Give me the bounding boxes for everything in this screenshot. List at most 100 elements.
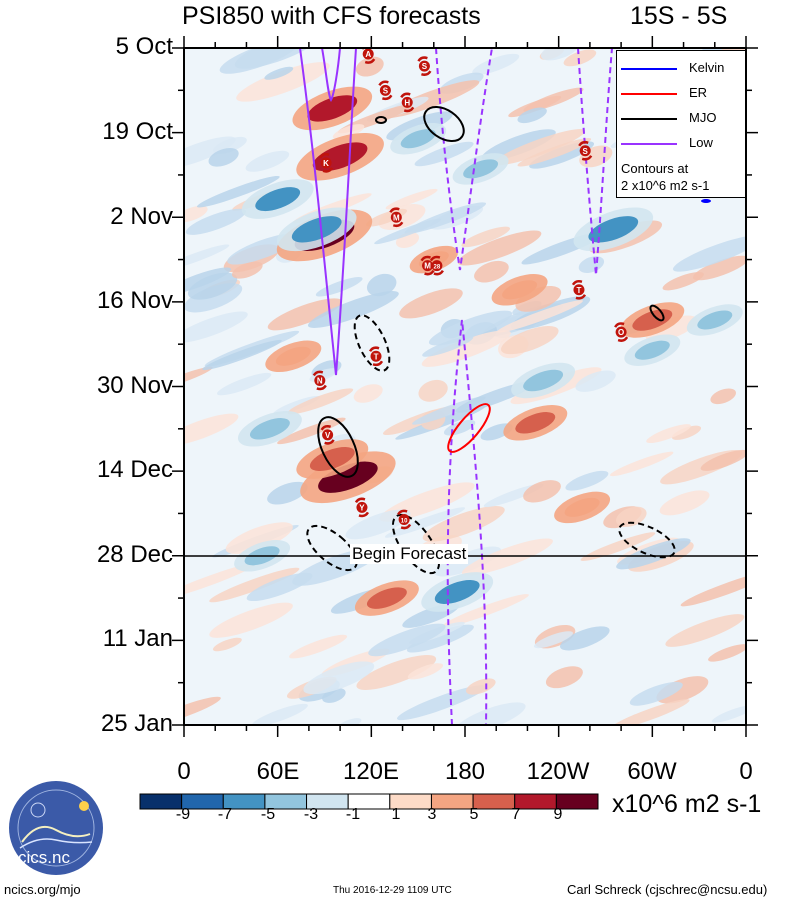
texture-streak <box>616 538 691 570</box>
texture-streak <box>646 424 691 444</box>
colorbar-swatch <box>514 793 557 810</box>
colorbar-tick-label: 3 <box>427 806 437 823</box>
texture-streak <box>700 449 746 471</box>
low-contour-forecast-2 <box>577 48 613 276</box>
colorbar-swatch <box>430 793 474 810</box>
anomaly-blob <box>686 304 743 336</box>
texture-streak <box>185 208 246 235</box>
texture-streak <box>184 205 208 223</box>
texture-streak <box>541 48 580 61</box>
colorbar-tick-label: -9 <box>175 806 191 823</box>
storm-arm <box>578 140 593 161</box>
texture-streak <box>609 699 690 725</box>
legend-item-er: ER <box>621 84 745 104</box>
texture-streak <box>202 339 282 371</box>
storm-arm <box>354 497 370 518</box>
texture-streak <box>184 696 221 725</box>
texture-streak <box>187 272 238 300</box>
anomaly-core <box>434 580 480 604</box>
storm-label: S <box>422 62 428 71</box>
storm-marker: K <box>318 153 334 173</box>
colorbar <box>139 793 599 810</box>
colorbar-tick-label: -7 <box>217 806 233 823</box>
axis-ticks <box>172 36 758 737</box>
texture-streak <box>662 271 704 291</box>
region-label: 15S - 5S <box>630 2 728 30</box>
texture-streak <box>680 571 746 607</box>
storm-arm <box>420 255 435 276</box>
er-contour <box>447 403 491 453</box>
storm-arm <box>320 425 335 445</box>
anomaly-blob <box>241 179 314 219</box>
texture-streak <box>407 663 444 680</box>
footer-url[interactable]: ncics.org/mjo <box>4 882 81 897</box>
texture-streak <box>267 481 308 505</box>
texture-streak <box>246 572 313 602</box>
y-tick-label: 28 Dec <box>96 541 173 568</box>
mjo-contour-forecast-3 <box>306 524 358 572</box>
anomaly-core <box>634 340 670 360</box>
texture-streak <box>656 676 709 704</box>
storm-label: O <box>618 328 624 337</box>
forecast-label: Begin Forecast <box>350 544 469 564</box>
storm-body <box>418 60 430 72</box>
storm-body <box>615 326 627 338</box>
texture-streak <box>184 562 257 600</box>
anomaly-blob <box>624 334 681 366</box>
texture-streak <box>374 218 442 245</box>
anomaly-core <box>502 280 538 300</box>
storm-marker: V <box>320 425 335 445</box>
storm-arm <box>571 279 587 300</box>
texture-streak <box>366 273 397 297</box>
colorbar-tick-label: -1 <box>345 806 361 823</box>
storm-arm <box>429 255 444 276</box>
texture-streak <box>345 509 411 540</box>
x-tick-label: 0 <box>739 758 753 785</box>
colorbar-tick-label: 1 <box>391 806 401 823</box>
texture-streak <box>461 538 553 576</box>
legend-item-mjo: MJO <box>621 109 745 129</box>
texture-streak <box>580 532 656 561</box>
storm-body <box>401 96 413 108</box>
low-contour-forecast-1 <box>435 48 493 271</box>
logo-text: cics.nc <box>18 848 70 867</box>
texture-streak <box>533 631 574 649</box>
storm-label: H <box>404 98 410 107</box>
anomaly-core <box>366 587 407 609</box>
texture-streak <box>671 425 702 440</box>
texture-streak <box>303 661 375 695</box>
storm-body <box>370 350 382 362</box>
anomaly-core <box>255 187 301 212</box>
anomaly-blob <box>491 274 548 306</box>
mjo-contour-1 <box>423 105 465 143</box>
kelvin-contour <box>701 199 711 203</box>
legend-label: Low <box>689 135 713 150</box>
mjo-contour-4 <box>649 304 665 322</box>
texture-streak <box>422 505 505 542</box>
storm-label: Y <box>359 503 365 512</box>
storm-label: S <box>383 86 389 95</box>
storm-label: V <box>325 431 331 440</box>
colorbar-swatch <box>555 793 599 810</box>
texture-streak <box>356 655 437 690</box>
texture-streak <box>245 150 290 172</box>
x-tick-label: 0 <box>177 758 191 785</box>
anomaly-core <box>697 310 733 330</box>
texture-streak <box>523 480 561 503</box>
legend-swatch <box>621 143 677 145</box>
anomaly-core <box>523 369 564 392</box>
texture-streak <box>406 624 474 653</box>
storm-label: M <box>393 213 400 222</box>
storm-body <box>422 260 434 272</box>
texture-streak <box>610 451 674 477</box>
anomaly-core <box>249 418 290 440</box>
legend-swatch <box>621 68 677 70</box>
anomaly-core <box>564 497 600 517</box>
storm-marker: S <box>378 80 393 101</box>
texture-streak <box>236 62 330 102</box>
storm-arm <box>400 92 415 113</box>
chart-title: PSI850 with CFS forecasts <box>182 2 481 30</box>
storm-marker: H <box>400 92 415 113</box>
texture-streak <box>385 188 438 210</box>
footer-author: Carl Schreck (cjschrec@ncsu.edu) <box>567 882 768 897</box>
